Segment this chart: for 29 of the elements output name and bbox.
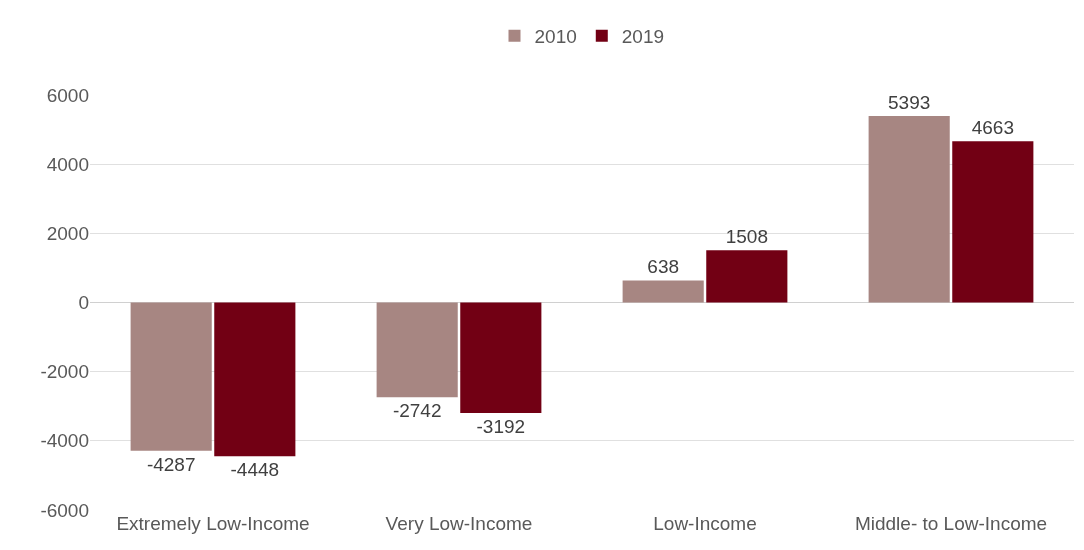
y-tick-label: 6000 (46, 84, 89, 106)
data-label: -2742 (392, 400, 442, 422)
data-label: 4663 (971, 117, 1014, 139)
legend-label: 2019 (621, 26, 665, 48)
bar (376, 302, 458, 398)
y-tick-label: -2000 (40, 361, 89, 383)
data-label: -4287 (146, 453, 196, 475)
y-tick-label: 0 (78, 292, 89, 314)
bar (952, 141, 1034, 303)
bar (622, 280, 704, 303)
x-tick-label: Very Low-Income (385, 513, 533, 534)
legend-label: 2010 (534, 26, 577, 48)
data-label: -4448 (230, 459, 280, 481)
y-tick-label: 4000 (46, 153, 89, 175)
y-tick-label: 2000 (46, 222, 89, 244)
x-tick-label: Low-Income (653, 513, 757, 534)
y-tick-label: -4000 (40, 430, 89, 452)
data-label: 638 (647, 256, 680, 278)
data-label: 1508 (725, 226, 768, 248)
bar (460, 302, 542, 413)
bar (706, 250, 788, 303)
data-label: -3192 (476, 415, 526, 437)
bar (868, 115, 950, 303)
y-tick-label: -6000 (40, 499, 89, 521)
bar (214, 302, 296, 457)
x-tick-label: Middle- to Low-Income (854, 513, 1048, 534)
bar (130, 302, 212, 451)
data-label: 5393 (888, 91, 931, 113)
x-tick-label: Extremely Low-Income (116, 513, 310, 534)
